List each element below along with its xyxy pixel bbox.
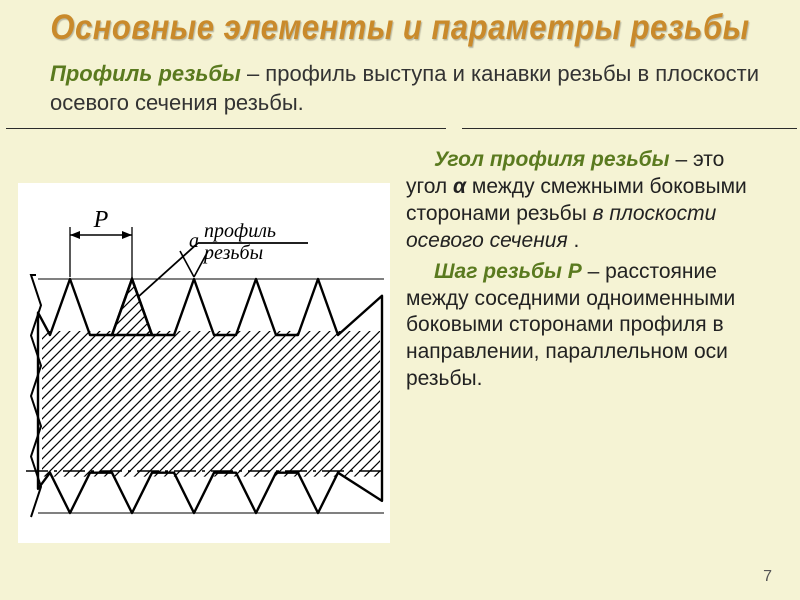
- alpha-symbol: α: [453, 175, 466, 198]
- text-column: Угол профиля резьбы – это угол α между с…: [406, 145, 770, 543]
- p1-t3: .: [568, 229, 580, 252]
- subtitle-term: Профиль резьбы: [50, 61, 241, 86]
- paragraph-pitch: Шаг резьбы Р – расстояние между соседним…: [406, 259, 770, 393]
- thread-diagram: Paпрофильрезьбы: [18, 183, 390, 543]
- term-pitch: Шаг резьбы Р: [434, 260, 582, 283]
- term-angle: Угол профиля резьбы: [434, 148, 670, 171]
- paragraph-angle: Угол профиля резьбы – это угол α между с…: [406, 147, 770, 255]
- page-number: 7: [763, 568, 772, 586]
- subtitle-block: Профиль резьбы – профиль выступа и канав…: [0, 46, 800, 127]
- content-row: Paпрофильрезьбы Угол профиля резьбы – эт…: [0, 127, 800, 543]
- svg-text:P: P: [93, 207, 109, 233]
- svg-text:резьбы: резьбы: [202, 242, 263, 264]
- slide-title: Основные элементы и параметры резьбы: [0, 0, 800, 53]
- svg-text:профиль: профиль: [204, 220, 276, 242]
